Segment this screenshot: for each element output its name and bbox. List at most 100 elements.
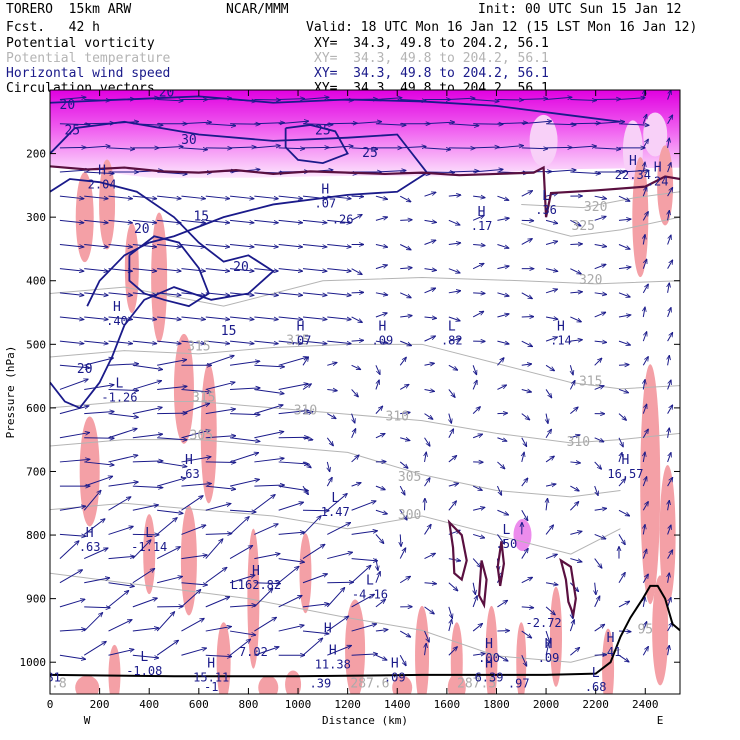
y-tick-label: 800 xyxy=(26,529,46,542)
wind-speed-label: 20 xyxy=(134,222,150,237)
circulation-vector xyxy=(570,502,578,511)
circulation-vector xyxy=(84,548,108,560)
circulation-vector xyxy=(570,340,582,341)
extremum-letter: L xyxy=(331,491,339,506)
extremum-value: .68 xyxy=(585,680,607,694)
circulation-vector xyxy=(229,630,256,635)
circulation-vector xyxy=(667,115,673,124)
circulation-vector xyxy=(424,437,430,446)
circulation-vector xyxy=(570,407,578,414)
circulation-vector xyxy=(497,146,523,149)
institution-label: NCAR/MMM xyxy=(226,2,289,17)
extremum-letter: H xyxy=(329,644,337,659)
circulation-vector xyxy=(497,123,527,124)
circulation-vector xyxy=(497,437,506,441)
wind-speed-label: 25 xyxy=(362,146,378,161)
circulation-vector xyxy=(545,337,557,342)
circulation-vector xyxy=(83,519,105,535)
circulation-vector xyxy=(230,316,254,320)
circulation-vector xyxy=(424,630,430,642)
circulation-vector xyxy=(84,172,114,174)
circulation-vector xyxy=(545,583,558,585)
circulation-vector xyxy=(181,648,206,656)
circulation-vector xyxy=(618,340,630,345)
circulation-vector xyxy=(351,364,361,369)
circulation-vector xyxy=(594,596,600,608)
extremum-letter: H xyxy=(545,637,553,652)
extremum-letter: H xyxy=(622,453,630,468)
theta-label: 300 xyxy=(398,508,421,523)
circulation-vector xyxy=(205,340,230,344)
y-tick-label: 400 xyxy=(26,275,46,288)
circulation-vector xyxy=(375,124,406,126)
circulation-vector xyxy=(668,573,670,583)
circulation-vector xyxy=(302,604,329,608)
circulation-vector xyxy=(570,244,582,245)
circulation-vector xyxy=(472,485,482,490)
pv-streak xyxy=(602,628,615,694)
circulation-vector xyxy=(546,97,572,101)
circulation-vector xyxy=(668,645,670,656)
circulation-vector xyxy=(132,243,157,247)
extremum-marker: H11.38 xyxy=(315,644,351,672)
pv-streak xyxy=(99,159,116,250)
circulation-vector xyxy=(132,195,157,199)
circulation-vector xyxy=(83,641,106,656)
pv-streak xyxy=(659,465,676,606)
circulation-vector xyxy=(570,292,582,293)
circulation-vector xyxy=(181,483,211,487)
circulation-vector xyxy=(448,171,479,172)
circulation-vector xyxy=(424,413,433,420)
circulation-vector xyxy=(254,589,272,608)
circulation-vector xyxy=(302,574,327,584)
circulation-vector xyxy=(156,518,177,535)
circulation-vector xyxy=(667,332,673,342)
extremum-marker: L-1.14 xyxy=(131,526,167,554)
circulation-vector xyxy=(205,124,236,126)
circulation-vector xyxy=(594,216,606,221)
circulation-vector xyxy=(108,582,135,587)
circulation-vector xyxy=(668,500,670,511)
circulation-vector xyxy=(83,490,101,511)
circulation-vector xyxy=(375,406,383,414)
y-tick-label: 200 xyxy=(26,148,46,161)
x-tick-label: 1600 xyxy=(434,698,461,711)
circulation-vector xyxy=(108,482,139,487)
y-tick-label: 1000 xyxy=(20,656,47,669)
circulation-vector xyxy=(157,386,187,390)
circulation-vector xyxy=(594,558,602,569)
extremum-value: .40 xyxy=(106,314,128,328)
circulation-vector xyxy=(327,413,336,419)
circulation-vector xyxy=(205,655,232,656)
circulation-vector xyxy=(521,577,533,584)
circulation-vector xyxy=(132,598,157,608)
extremum-value: 15.11 xyxy=(193,670,229,684)
circulation-vector xyxy=(472,624,482,632)
theta-contour xyxy=(521,216,680,237)
circulation-vector xyxy=(230,605,256,607)
circulation-vector xyxy=(181,582,207,585)
circulation-vector xyxy=(181,122,211,124)
field-pv-xy: XY= 34.3, 49.8 to 204.2, 56.1 xyxy=(314,36,549,51)
pv-streak xyxy=(258,675,279,694)
circulation-vector xyxy=(642,404,646,414)
circulation-vector xyxy=(424,389,435,391)
pv-streak xyxy=(75,172,94,263)
circulation-vector xyxy=(521,148,548,149)
theta-contour xyxy=(50,502,621,555)
circulation-vector xyxy=(205,504,231,511)
circulation-vector xyxy=(472,533,484,538)
circulation-vector xyxy=(230,340,254,344)
circulation-vector xyxy=(181,525,205,535)
circulation-vector xyxy=(667,525,671,535)
circulation-vector xyxy=(108,455,138,463)
circulation-vector xyxy=(424,288,436,294)
circulation-vector xyxy=(668,138,670,148)
circulation-vector xyxy=(618,534,625,544)
circulation-vector xyxy=(157,360,186,366)
circulation-vector xyxy=(108,292,133,296)
circulation-vector xyxy=(181,195,205,199)
circulation-vector xyxy=(278,357,308,366)
circulation-vector xyxy=(472,434,482,439)
west-end-label: W xyxy=(84,714,91,727)
